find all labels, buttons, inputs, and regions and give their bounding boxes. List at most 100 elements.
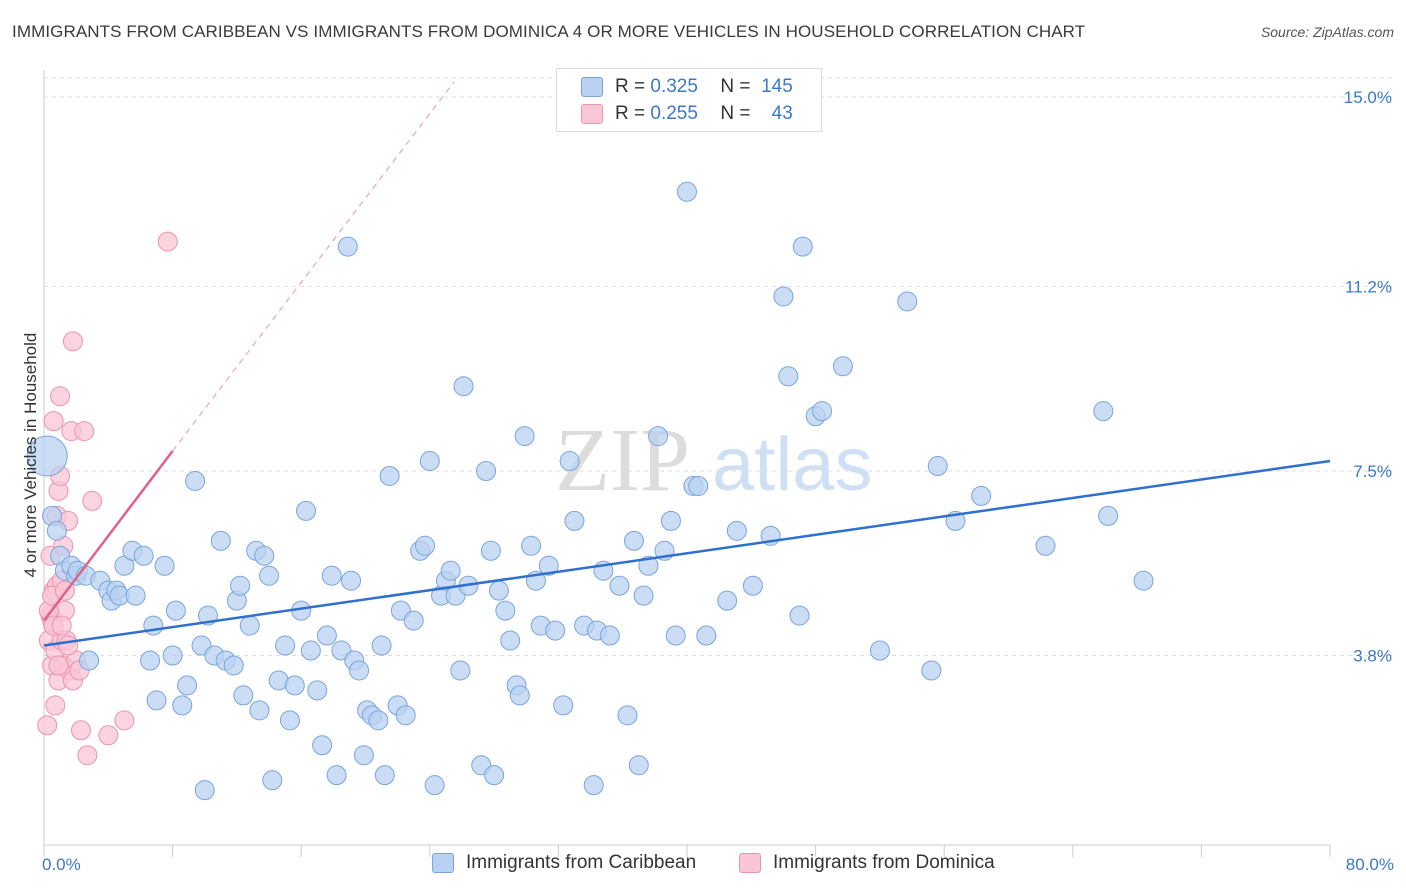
data-point-dominica xyxy=(48,655,69,676)
data-point-caribbean xyxy=(553,695,574,716)
data-point-caribbean xyxy=(1098,505,1119,526)
data-point-caribbean xyxy=(337,236,358,257)
series-dominica-points xyxy=(37,231,178,766)
legend-row-dominica: R = 0.255 N = 43 xyxy=(581,102,793,126)
gridlines xyxy=(44,77,1395,657)
data-point-caribbean xyxy=(832,356,853,377)
data-point-caribbean xyxy=(509,685,530,706)
data-point-caribbean xyxy=(778,366,799,387)
trend-lines xyxy=(43,81,1331,647)
data-point-caribbean xyxy=(249,700,270,721)
data-point-caribbean xyxy=(495,600,516,621)
legend-swatch-blue xyxy=(581,77,603,97)
data-point-caribbean xyxy=(172,695,193,716)
data-point-caribbean xyxy=(559,451,580,472)
data-point-dominica xyxy=(37,715,58,736)
data-point-caribbean xyxy=(403,610,424,631)
data-point-caribbean xyxy=(665,625,686,646)
data-point-caribbean xyxy=(321,565,342,586)
data-point-caribbean xyxy=(538,555,559,576)
data-point-caribbean xyxy=(500,630,521,651)
data-point-dominica xyxy=(157,231,178,252)
data-point-caribbean xyxy=(374,765,395,786)
legend-stats: R = 0.325 N = 145 R = 0.255 N = 43 xyxy=(556,68,822,132)
data-point-dominica xyxy=(62,331,83,352)
data-point-caribbean xyxy=(480,540,501,561)
data-point-caribbean xyxy=(453,376,474,397)
data-point-caribbean xyxy=(545,620,566,641)
data-point-caribbean xyxy=(349,660,370,681)
data-point-caribbean xyxy=(484,765,505,786)
data-point-caribbean xyxy=(514,426,535,447)
data-point-dominica xyxy=(45,695,66,716)
data-point-caribbean xyxy=(648,426,669,447)
data-point-caribbean xyxy=(583,775,604,796)
y-tick-label: 15.0% xyxy=(1344,88,1392,107)
data-point-caribbean xyxy=(300,640,321,661)
legend-n-label: N = xyxy=(720,103,751,124)
data-point-caribbean xyxy=(792,236,813,257)
legend-row-caribbean: R = 0.325 N = 145 xyxy=(581,75,793,99)
data-point-caribbean xyxy=(742,575,763,596)
data-point-caribbean xyxy=(26,435,68,477)
data-point-dominica xyxy=(70,720,91,741)
legend-r-label: R = xyxy=(615,103,646,124)
data-point-caribbean xyxy=(316,625,337,646)
legend-label-dominica: Immigrants from Dominica xyxy=(773,852,995,873)
legend-r-value: 0.255 xyxy=(650,103,698,124)
chart-source: Source: ZipAtlas.com xyxy=(1260,24,1394,40)
data-point-caribbean xyxy=(414,535,435,556)
data-point-caribbean xyxy=(688,475,709,496)
data-point-caribbean xyxy=(312,735,333,756)
data-point-caribbean xyxy=(677,181,697,202)
data-point-caribbean xyxy=(1133,570,1154,591)
data-point-caribbean xyxy=(210,530,231,551)
legend-r-label: R = xyxy=(615,76,646,97)
data-point-caribbean xyxy=(419,451,440,472)
data-point-caribbean xyxy=(307,680,328,701)
data-point-dominica xyxy=(98,725,119,746)
y-tick-label: 3.8% xyxy=(1353,647,1392,666)
trend-line-dominica xyxy=(43,450,174,622)
data-point-caribbean xyxy=(726,520,747,541)
data-point-caribbean xyxy=(564,510,585,531)
data-point-caribbean xyxy=(1093,401,1114,422)
data-point-dominica xyxy=(43,411,64,432)
data-point-caribbean xyxy=(488,580,509,601)
data-point-caribbean xyxy=(259,565,280,586)
data-point-caribbean xyxy=(177,675,198,696)
trend-extension-dominica xyxy=(172,81,455,452)
data-point-dominica xyxy=(50,386,71,407)
data-point-caribbean xyxy=(623,530,644,551)
legend-swatch-pink xyxy=(739,853,761,873)
data-point-caribbean xyxy=(230,575,251,596)
data-point-caribbean xyxy=(869,640,890,661)
legend-swatch-pink xyxy=(581,104,603,124)
legend-r-value: 0.325 xyxy=(650,76,698,97)
data-point-caribbean xyxy=(353,745,374,766)
data-point-caribbean xyxy=(897,291,918,312)
data-point-caribbean xyxy=(660,510,681,531)
data-point-caribbean xyxy=(617,705,638,726)
x-tick-label: 0.0% xyxy=(42,855,81,874)
data-point-dominica xyxy=(77,745,98,766)
data-point-caribbean xyxy=(254,545,275,566)
data-point-caribbean xyxy=(239,615,260,636)
data-point-caribbean xyxy=(379,465,400,486)
data-point-caribbean xyxy=(789,605,810,626)
data-point-caribbean xyxy=(223,655,244,676)
data-point-caribbean xyxy=(628,755,649,776)
data-point-dominica xyxy=(114,710,135,731)
data-point-caribbean xyxy=(440,560,461,581)
y-tick-label: 7.5% xyxy=(1353,462,1392,481)
data-point-dominica xyxy=(58,635,79,656)
data-point-caribbean xyxy=(185,470,206,491)
data-point-caribbean xyxy=(284,675,305,696)
tick-labels: 3.8% 7.5% 11.2% 15.0% 0.0% 80.0% xyxy=(42,88,1394,874)
data-point-dominica xyxy=(82,490,103,511)
data-point-caribbean xyxy=(812,401,833,422)
watermark-atlas: atlas xyxy=(712,422,873,507)
data-point-caribbean xyxy=(194,780,215,801)
legend-item-caribbean: Immigrants from Caribbean xyxy=(432,852,696,874)
data-point-caribbean xyxy=(165,600,186,621)
